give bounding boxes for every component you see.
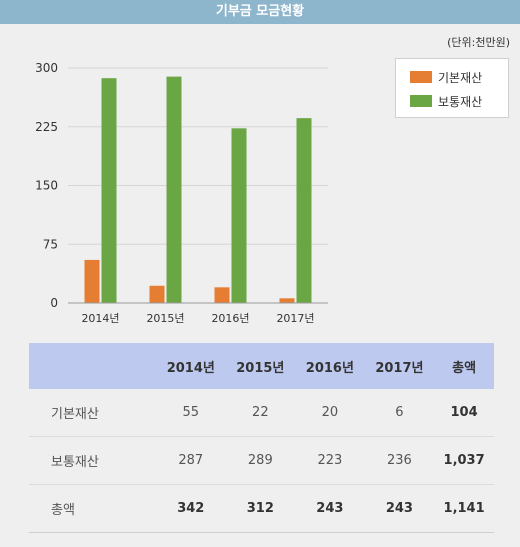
x-axis-ticks: 2014년 2015년 2016년 2017년 [81,312,314,325]
legend-swatch-basic-asset [410,71,432,83]
table-cell: 287 [156,436,226,485]
legend-label-basic-asset: 기본재산 [438,70,483,85]
table-header-cell: 2016년 [305,360,354,376]
table-cell: 20 [295,389,365,437]
table-cell: 22 [225,389,296,437]
legend-label-general-asset: 보통재산 [438,94,483,109]
y-tick-label: 225 [35,120,58,134]
bar [166,76,182,303]
legend-swatch-general-asset [410,95,432,107]
table-row-label: 기본재산 [29,389,156,437]
bar [231,128,247,303]
table-header-cell: 총액 [452,360,477,376]
table-cell: 243 [295,484,365,533]
x-tick-label: 2016년 [211,312,249,325]
bar [296,118,312,303]
chart-legend: 기본재산 보통재산 [395,58,509,118]
table-row: 보통재산 287 289 223 236 1,037 [29,436,494,485]
x-tick-label: 2015년 [146,312,184,325]
unit-label: (단위:천만원) [447,36,510,49]
chart-bars [84,76,312,303]
page-title: 기부금 모금현황 [215,4,305,19]
table-row: 기본재산 55 22 20 6 104 [29,389,494,437]
y-tick-label: 150 [35,179,58,193]
table-row-label: 총액 [29,484,156,533]
bar [101,78,117,303]
table-header-cell: 2014년 [166,360,215,376]
table-row: 총액 342 312 243 243 1,141 [29,484,494,533]
table-header-cell [29,343,156,389]
table-header-cell: 2015년 [236,360,285,376]
table-cell: 236 [364,436,435,485]
table-cell-total: 1,037 [434,436,494,485]
summary-table: 2014년 2015년 2016년 2017년 총액 기본재산 55 22 20… [29,343,494,533]
table-cell: 223 [295,436,365,485]
y-tick-label: 300 [35,61,58,75]
table-cell: 6 [364,389,435,437]
table-row-label: 보통재산 [29,436,156,485]
table-cell: 342 [156,484,226,533]
y-axis-ticks: 0 75 150 225 300 [35,61,58,310]
table-cell: 243 [364,484,435,533]
table-cell-total: 1,141 [434,484,494,533]
table-header-cell: 2017년 [375,360,424,376]
bar [279,298,295,303]
page-header: 기부금 모금현황 [0,0,520,24]
bar-chart: 0 75 150 225 300 2014년 2015년 2016년 2017년 [35,61,328,325]
bar [214,287,230,303]
table-header-row: 2014년 2015년 2016년 2017년 총액 [29,343,494,389]
y-tick-label: 75 [43,237,58,251]
bar [149,285,165,303]
legend-item-general-asset: 보통재산 [410,93,482,109]
table-cell-total: 104 [434,389,494,437]
bar [84,259,100,303]
legend-item-basic-asset: 기본재산 [410,69,482,85]
table-cell: 312 [225,484,296,533]
y-tick-label: 0 [50,296,58,310]
table-cell: 55 [156,389,226,437]
table-cell: 289 [225,436,296,485]
x-tick-label: 2017년 [276,312,314,325]
x-tick-label: 2014년 [81,312,119,325]
